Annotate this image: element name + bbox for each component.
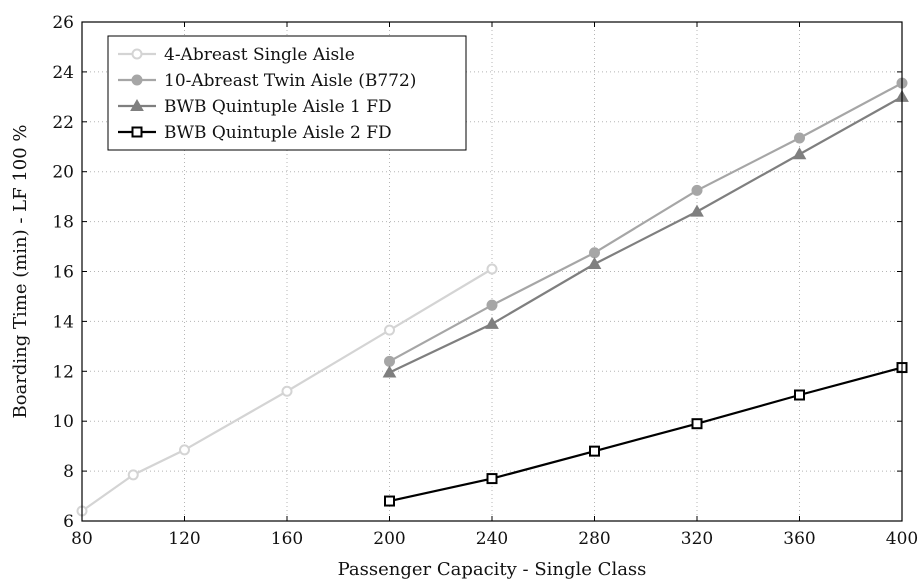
x-tick-label: 400 bbox=[886, 529, 918, 549]
series-line bbox=[389, 366, 903, 503]
data-point bbox=[486, 263, 498, 275]
axis-ticks: 80 120 160 200 240 280 320 360 400 6 8 10 12 14 16 18 20… bbox=[52, 13, 918, 549]
y-tick-label: 10 bbox=[52, 412, 74, 432]
series-line bbox=[388, 82, 903, 363]
legend-item: 10-Abreast Twin Aisle (B772) bbox=[118, 71, 416, 91]
data-point bbox=[690, 204, 704, 217]
legend-label: 10-Abreast Twin Aisle (B772) bbox=[164, 71, 416, 91]
series-4 bbox=[384, 362, 908, 507]
x-tick-label: 80 bbox=[71, 529, 93, 549]
series-line bbox=[389, 95, 903, 374]
y-tick-label: 22 bbox=[52, 113, 74, 133]
y-tick-label: 20 bbox=[52, 163, 74, 183]
data-point bbox=[384, 324, 395, 336]
y-tick-label: 24 bbox=[52, 63, 74, 83]
legend-marker bbox=[131, 48, 143, 60]
data-point bbox=[589, 247, 600, 259]
legend: 4-Abreast Single Aisle 10-Abreast Twin Ai… bbox=[107, 35, 467, 151]
data-point bbox=[486, 299, 498, 311]
data-point bbox=[486, 473, 498, 485]
legend-item: 4-Abreast Single Aisle bbox=[118, 45, 355, 65]
legend-item: BWB Quintuple Aisle 2 FD bbox=[118, 123, 392, 143]
data-point bbox=[179, 444, 190, 456]
x-tick-label: 200 bbox=[373, 529, 405, 549]
data-point bbox=[281, 385, 293, 397]
y-tick-label: 6 bbox=[63, 512, 74, 532]
x-tick-label: 320 bbox=[681, 529, 713, 549]
legend-label: 4-Abreast Single Aisle bbox=[164, 45, 355, 65]
data-point bbox=[589, 445, 600, 457]
x-tick-label: 360 bbox=[783, 529, 815, 549]
x-tick-label: 240 bbox=[476, 529, 508, 549]
data-point bbox=[691, 184, 703, 196]
y-tick-label: 14 bbox=[52, 312, 74, 332]
legend-label: BWB Quintuple Aisle 1 FD bbox=[164, 97, 392, 117]
x-tick-label: 280 bbox=[578, 529, 610, 549]
data-point bbox=[794, 389, 805, 401]
data-point bbox=[792, 147, 807, 160]
x-tick-label: 120 bbox=[168, 529, 200, 549]
y-tick-label: 16 bbox=[52, 263, 74, 283]
plot-series bbox=[76, 77, 909, 517]
data-point bbox=[384, 495, 395, 507]
data-point bbox=[384, 355, 395, 367]
x-tick-label: 160 bbox=[271, 529, 303, 549]
legend-marker bbox=[131, 74, 143, 86]
series-2 bbox=[384, 77, 908, 367]
data-point bbox=[485, 316, 499, 329]
series-line bbox=[81, 268, 493, 512]
data-point bbox=[127, 469, 139, 481]
data-point bbox=[794, 132, 805, 144]
data-point bbox=[587, 257, 602, 270]
y-axis-title: Boarding Time (min) - LF 100 % bbox=[10, 124, 31, 418]
y-tick-label: 12 bbox=[52, 362, 74, 382]
x-axis-title: Passenger Capacity - Single Class bbox=[338, 559, 647, 580]
legend-marker bbox=[130, 98, 144, 111]
y-tick-label: 8 bbox=[63, 462, 74, 482]
legend-box bbox=[107, 35, 467, 151]
data-point bbox=[691, 418, 703, 430]
data-point bbox=[382, 365, 397, 378]
legend-marker bbox=[131, 126, 143, 138]
legend-item: BWB Quintuple Aisle 1 FD bbox=[118, 97, 392, 117]
series-1 bbox=[76, 263, 498, 517]
y-tick-label: 18 bbox=[52, 213, 74, 233]
y-tick-label: 26 bbox=[52, 13, 74, 33]
legend-label: BWB Quintuple Aisle 2 FD bbox=[164, 123, 392, 143]
